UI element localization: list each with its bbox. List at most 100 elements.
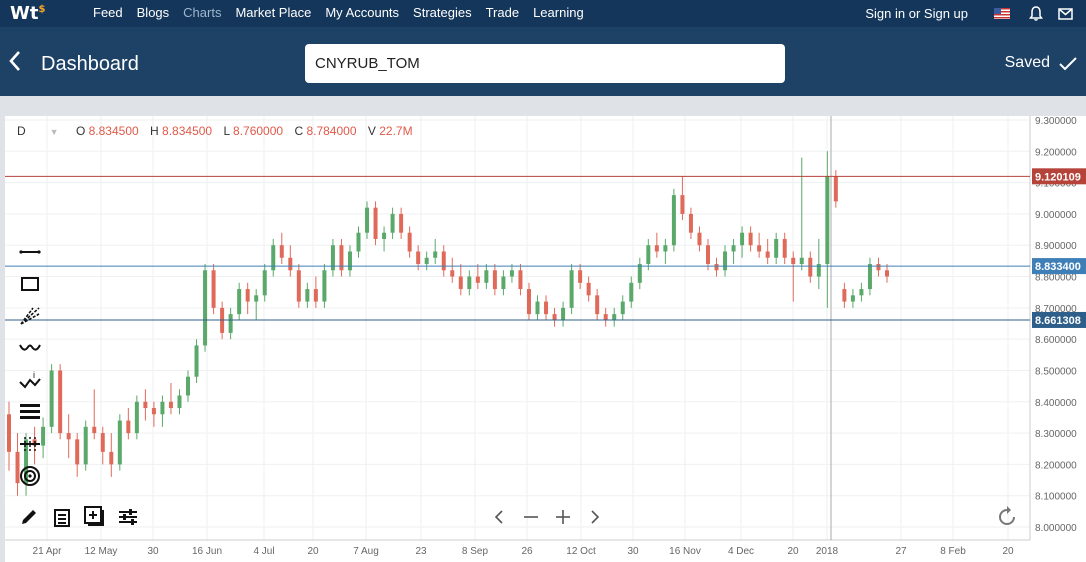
pencil-icon[interactable]: [17, 505, 41, 529]
candle-body: [143, 401, 148, 409]
scroll-left-icon[interactable]: [490, 508, 508, 526]
candle-body: [228, 314, 233, 333]
chart-navigation: [490, 508, 604, 526]
candle-body: [578, 270, 583, 283]
candle-body: [416, 251, 421, 265]
candle-body: [876, 264, 881, 271]
candle-body: [757, 245, 762, 252]
candle-body: [731, 245, 736, 252]
candle-body: [799, 257, 804, 265]
candle-body: [288, 257, 293, 271]
nav-blogs[interactable]: Blogs: [136, 5, 170, 20]
nav-feed[interactable]: Feed: [93, 5, 123, 20]
bell-icon[interactable]: [1028, 6, 1044, 22]
fib-fan-tool-icon[interactable]: [17, 300, 43, 332]
zoom-in-icon[interactable]: [554, 508, 572, 526]
candle-body: [41, 426, 46, 446]
target-tool-icon[interactable]: [17, 460, 43, 492]
add-indicator-icon[interactable]: [83, 505, 107, 529]
fibonacci-tool-icon[interactable]: [17, 396, 43, 428]
candle-body: [688, 213, 693, 233]
time-tick-label: 20: [1002, 546, 1014, 557]
price-tick-label: 8.400000: [1035, 398, 1077, 409]
candle-body: [7, 414, 11, 452]
candle-body: [194, 345, 199, 377]
time-tick-label: 21 Apr: [33, 546, 63, 557]
time-tick-label: 8 Feb: [940, 546, 966, 557]
flag-us-icon[interactable]: [994, 8, 1010, 19]
price-tick-label: 9.000000: [1035, 210, 1077, 221]
time-tick-label: 16 Nov: [669, 546, 701, 557]
candle-body: [544, 301, 549, 315]
zoom-out-icon[interactable]: [522, 508, 540, 526]
settings-sliders-icon[interactable]: [116, 505, 140, 529]
candle-body: [126, 420, 131, 434]
mail-icon[interactable]: [1057, 6, 1073, 22]
candle-body: [305, 289, 310, 302]
candle-body: [382, 232, 387, 239]
interval-dropdown-icon[interactable]: ▼: [49, 127, 59, 137]
candle-body: [322, 270, 327, 302]
signin-link[interactable]: Sign in or Sign up: [865, 6, 968, 21]
candle-body: [186, 376, 191, 396]
wt-logo[interactable]: Wt$: [10, 3, 46, 24]
candle-body: [552, 314, 557, 321]
symbol-input[interactable]: [305, 44, 785, 83]
candle-body: [203, 270, 208, 346]
nav-market-place[interactable]: Market Place: [235, 5, 312, 20]
time-tick-label: 8 Sep: [462, 546, 489, 557]
line-tool-icon[interactable]: [17, 236, 43, 268]
nav-learning[interactable]: Learning: [533, 5, 584, 20]
rectangle-tool-icon[interactable]: [17, 268, 43, 300]
candle-body: [24, 439, 29, 484]
candle-body: [612, 314, 617, 321]
candle-body: [774, 238, 779, 258]
nav-trade[interactable]: Trade: [485, 5, 520, 20]
indicator-tool-icon[interactable]: i: [17, 364, 43, 396]
price-line-label-bg: [1032, 168, 1086, 185]
candle-body: [646, 245, 651, 265]
candle-body: [723, 251, 728, 271]
candle-body: [740, 232, 745, 246]
price-tick-label: 8.500000: [1035, 366, 1077, 377]
price-tick-label: 8.600000: [1035, 335, 1077, 346]
candle-body: [526, 289, 531, 315]
nav-strategies[interactable]: Strategies: [413, 5, 472, 20]
reset-chart-icon[interactable]: [995, 505, 1019, 534]
candle-body: [75, 439, 80, 465]
candle-body: [373, 207, 378, 239]
time-tick-label: 12 May: [85, 546, 118, 557]
time-tick-label: 30: [627, 546, 639, 557]
candle-body: [330, 245, 335, 271]
price-tick-label: 9.300000: [1035, 116, 1077, 127]
candle-body: [117, 420, 122, 465]
measure-tool-icon[interactable]: [17, 428, 43, 460]
high-value: 8.834500: [162, 124, 213, 138]
bottom-toolbar: [17, 505, 140, 529]
scroll-right-icon[interactable]: [586, 508, 604, 526]
candle-body: [561, 307, 566, 321]
candle-body: [765, 251, 770, 258]
chart-panel[interactable]: 9.3000009.2000009.1000009.0000008.900000…: [5, 116, 1086, 562]
candle-body: [356, 232, 361, 252]
price-line-label-bg: [1032, 311, 1086, 328]
price-tick-label: 8.800000: [1035, 273, 1077, 284]
nav-my-accounts[interactable]: My Accounts: [325, 5, 400, 20]
time-tick-label: 20: [787, 546, 799, 557]
candlestick-chart[interactable]: 9.3000009.2000009.1000009.0000008.900000…: [5, 116, 1086, 562]
time-tick-label: 4 Dec: [728, 546, 754, 557]
candle-body: [424, 257, 429, 265]
price-line-label-bg: [1032, 258, 1086, 275]
time-tick-label: 16 Jun: [192, 546, 222, 557]
interval-label[interactable]: D: [17, 124, 26, 138]
list-icon[interactable]: [50, 505, 74, 529]
dashboard-header: Dashboard Saved: [0, 27, 1086, 96]
back-arrow-icon[interactable]: [8, 50, 22, 72]
nav-charts[interactable]: Charts: [183, 5, 222, 20]
candle-body: [705, 245, 710, 265]
time-tick-label: 27: [895, 546, 907, 557]
candle-body: [509, 270, 514, 277]
candle-body: [484, 270, 489, 283]
pattern-tool-icon[interactable]: [17, 332, 43, 364]
candle-body: [518, 270, 523, 290]
